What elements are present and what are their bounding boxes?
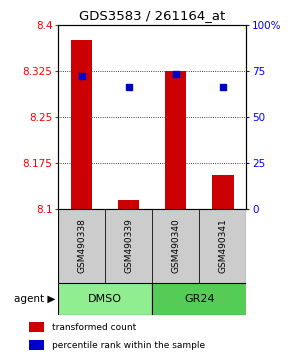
Bar	[165, 71, 186, 209]
Bar	[118, 200, 139, 209]
Bar	[199, 209, 246, 283]
Bar	[29, 322, 44, 332]
Text: GR24: GR24	[184, 294, 215, 304]
Bar	[212, 175, 233, 209]
Point	[79, 74, 84, 79]
Text: agent ▶: agent ▶	[14, 294, 55, 304]
Text: transformed count: transformed count	[52, 323, 137, 332]
Text: GSM490339: GSM490339	[124, 218, 133, 274]
Bar	[58, 209, 105, 283]
Bar	[58, 283, 152, 315]
Point	[221, 85, 225, 90]
Text: GSM490338: GSM490338	[77, 218, 86, 274]
Bar	[105, 209, 152, 283]
Text: GSM490340: GSM490340	[171, 219, 180, 273]
Point	[173, 72, 178, 77]
Bar	[152, 209, 200, 283]
Point	[126, 85, 131, 90]
Bar	[152, 283, 246, 315]
Text: percentile rank within the sample: percentile rank within the sample	[52, 341, 205, 350]
Bar	[71, 40, 92, 209]
Text: DMSO: DMSO	[88, 294, 122, 304]
Title: GDS3583 / 261164_at: GDS3583 / 261164_at	[79, 9, 225, 22]
Text: GSM490341: GSM490341	[218, 219, 227, 273]
Bar	[29, 340, 44, 350]
